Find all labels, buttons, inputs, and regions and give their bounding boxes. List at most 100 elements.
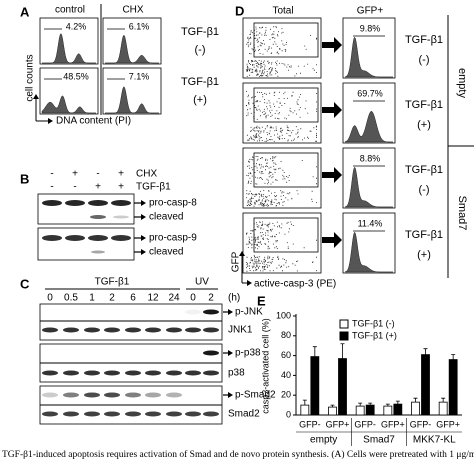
x-tick-label: GFP+ [436,419,460,429]
histogram [41,95,96,114]
band [42,200,62,206]
row-label: TGF-β1 [181,76,219,88]
band [63,327,79,333]
arrow-head [33,94,39,99]
error-bar [385,403,390,407]
band [42,370,58,376]
legend-swatch [339,331,349,341]
gate [253,87,319,123]
arrow-head [141,200,146,206]
band-label: JNK1 [228,325,253,336]
sign: - [50,169,53,180]
dot-plot [242,147,322,209]
band [42,411,58,417]
band [111,200,131,206]
band [166,327,182,333]
y-tick-label: 40 [281,370,291,380]
column-header: CHX [122,5,143,16]
time-label: 0 [47,293,53,304]
arrow-head [228,350,233,356]
x-tick-label: GFP+ [381,419,405,429]
band [104,327,120,333]
bar [438,401,448,416]
gate [253,22,319,58]
row-label: TGF-β1 [405,34,443,46]
condition-label: CHX [136,169,157,180]
error-bar [358,402,363,407]
band [185,411,201,417]
time-label: 2 [109,293,115,304]
band [125,327,141,333]
treatment-label: TGF-β1 [95,277,130,288]
band-label: p-JNK [235,307,263,318]
band-label: cleaved [149,212,183,223]
histogram [105,34,159,64]
bar [355,405,365,416]
time-label: 0.5 [64,293,78,304]
band [104,411,120,417]
row-label: TGF-β1 [181,26,219,38]
band [203,370,219,376]
dot-plot [242,17,322,79]
band [63,411,79,417]
bar [393,403,403,416]
bar [383,405,393,416]
group-label: empty [310,435,337,446]
band [145,392,161,398]
band [125,392,141,398]
percentage: 6.1% [129,21,150,31]
band-label: p-Smad2 [235,390,276,401]
row-label: TGF-β1 [405,229,443,241]
percentage: 7.1% [129,71,150,81]
band [90,215,106,219]
band [84,392,100,398]
band [84,411,100,417]
gate [253,152,319,188]
band [166,411,182,417]
column-header: Total [272,6,293,17]
band-label: p-p38 [235,348,261,359]
histogram-frame [102,67,162,115]
error-bar [451,354,456,360]
arrow-head [239,251,245,256]
band [104,370,120,376]
time-label: 0 [190,293,196,304]
histogram-frame [102,17,162,65]
arrow-head [228,392,233,398]
band-label: Smad2 [228,409,260,420]
treatment-label: UV [195,277,209,288]
condition-label: TGF-β1 [136,182,171,193]
row-label: (+) [417,249,431,261]
bar [338,358,347,416]
band [145,411,161,417]
arrow-head [228,309,233,315]
band [42,392,58,398]
band-label: p38 [228,368,245,379]
legend-swatch [339,319,349,329]
histogram [42,33,96,64]
error-bar [340,343,345,359]
axis-title: DNA content (PI) [56,116,131,127]
sign: + [118,182,124,193]
percentage: 11.4% [358,218,383,228]
band [88,200,108,206]
histogram [105,86,159,114]
axis-title: casp3-activated cell (%) [260,318,270,414]
histogram [344,110,394,143]
error-bar [413,397,418,403]
flow-arrow [322,232,342,248]
percentage: 4.2% [66,21,87,31]
bar [300,404,310,416]
error-bar [441,397,446,403]
histogram-frame [39,17,99,65]
error-bar [330,404,335,408]
band [185,309,201,315]
dot-plot [242,212,322,274]
band [42,235,62,241]
band [65,200,85,206]
error-bar [368,402,373,406]
band [125,370,141,376]
panel-label: E [257,293,266,308]
band [145,370,161,376]
percentage: 8.8% [360,153,381,163]
